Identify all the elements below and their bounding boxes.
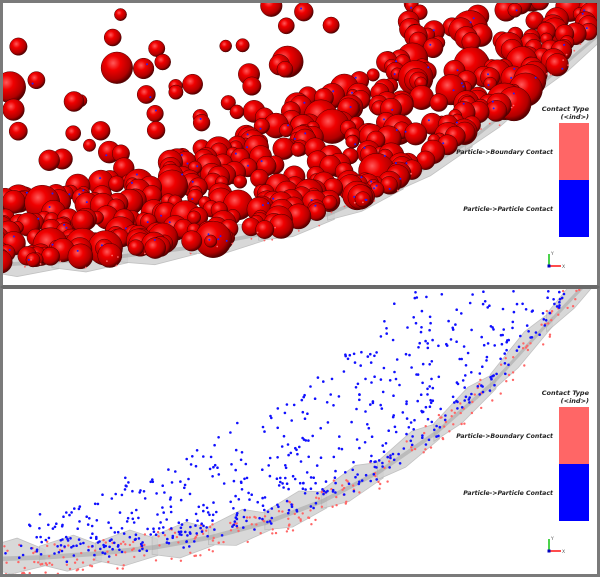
- legend-swatch-boundary: [559, 407, 589, 464]
- contact-type-legend: Contact Type (<ind>) Particle->Boundary …: [456, 389, 589, 525]
- legend-swatch-particle: [559, 180, 589, 237]
- legend-swatch-particle: [559, 464, 589, 521]
- svg-text:X: X: [562, 264, 565, 270]
- render-view-bottom[interactable]: Contact Type (<ind>) Particle->Boundary …: [0, 287, 600, 577]
- legend-label-particle: Particle->Particle Contact: [463, 490, 553, 497]
- contact-points-render[interactable]: [3, 289, 597, 574]
- svg-text:Y: Y: [550, 536, 554, 542]
- contact-type-legend: Contact Type (<ind>) Particle->Boundary …: [456, 105, 589, 241]
- legend-label-boundary: Particle->Boundary Contact: [456, 149, 553, 156]
- orientation-axes-icon: Y X: [547, 251, 565, 270]
- orientation-axes-icon: Y X: [547, 536, 565, 555]
- render-view-top[interactable]: Contact Type (<ind>) Particle->Boundary …: [0, 0, 600, 287]
- legend-label-boundary: Particle->Boundary Contact: [456, 433, 553, 440]
- legend-title: Contact Type (<ind>): [541, 105, 589, 121]
- legend-title: Contact Type (<ind>): [541, 389, 589, 405]
- svg-text:X: X: [562, 549, 565, 555]
- particle-sphere-render[interactable]: [3, 3, 597, 285]
- legend-swatch-boundary: [559, 123, 589, 180]
- legend-label-particle: Particle->Particle Contact: [463, 206, 553, 213]
- svg-text:Y: Y: [550, 251, 554, 257]
